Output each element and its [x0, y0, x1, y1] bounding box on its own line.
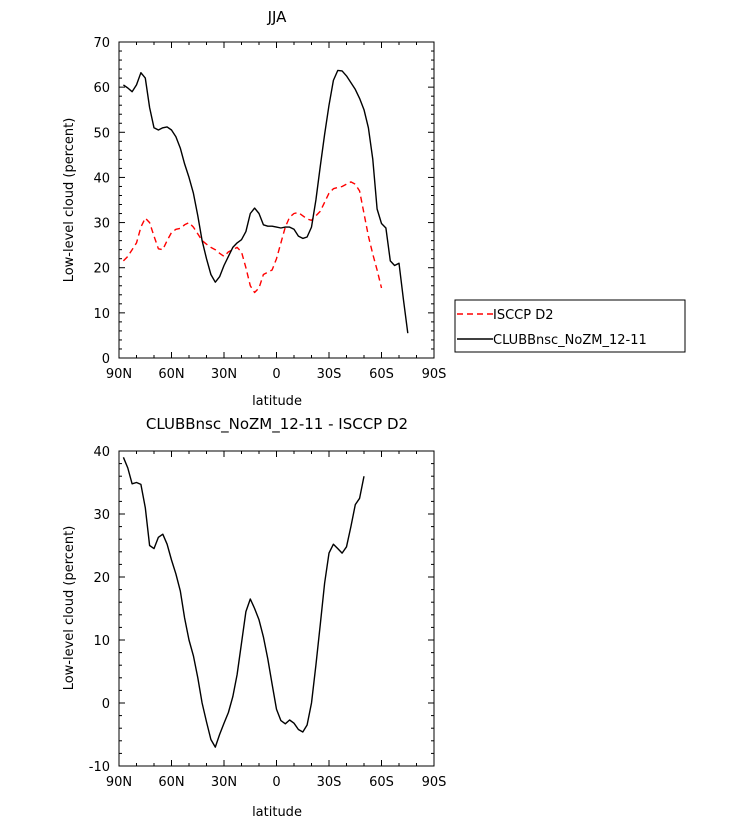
chart-title: JJA: [267, 8, 288, 26]
x-tick-label: 30N: [211, 775, 237, 790]
x-axis-label: latitude: [252, 394, 302, 409]
series-line: [122, 69, 409, 334]
x-tick-label: 0: [272, 775, 280, 790]
y-tick-label: 50: [93, 126, 110, 141]
x-tick-label: 90S: [422, 367, 447, 382]
chart-jja: JJA 90N 60N 30N 0 30S 60S 90S 0 10 20 30 40 50 60 70 l…: [62, 8, 686, 409]
x-tick-label: 60N: [158, 367, 184, 382]
y-axis-label: Low-level cloud (percent): [62, 118, 77, 283]
chart-title: CLUBBnsc_NoZM_12-11 - ISCCP D2: [146, 415, 408, 434]
legend: ISCCP D2 CLUBBnsc_NoZM_12-11: [454, 299, 686, 353]
y-tick-label: 20: [93, 571, 110, 586]
y-tick-label: 30: [93, 508, 110, 523]
y-tick-label: 0: [102, 697, 110, 712]
x-tick-label: 60S: [369, 775, 394, 790]
y-axis-label: Low-level cloud (percent): [62, 526, 77, 691]
legend-box: [454, 299, 686, 353]
axis-ticks: 90N 60N 30N 0 30S 60S 90S -10 0 10 20 30 40: [89, 445, 447, 790]
axis-ticks: 90N 60N 30N 0 30S 60S 90S 0 10 20 30 40 50 60 70: [93, 36, 446, 382]
y-tick-label: 20: [93, 262, 110, 277]
y-tick-label: -10: [89, 760, 110, 775]
x-tick-label: 30N: [211, 367, 237, 382]
chart-difference: CLUBBnsc_NoZM_12-11 - ISCCP D2 90N 60N 30N…: [62, 415, 446, 820]
series-line: [122, 181, 383, 294]
series-group: [122, 457, 365, 748]
x-tick-label: 60N: [158, 775, 184, 790]
y-tick-label: 0: [102, 352, 110, 367]
x-axis-label: latitude: [252, 805, 302, 820]
y-tick-label: 10: [93, 307, 110, 322]
y-tick-label: 40: [93, 171, 110, 186]
x-tick-label: 0: [272, 367, 280, 382]
y-tick-label: 40: [93, 445, 110, 460]
plot-frame: [118, 450, 435, 767]
plot-frame: [118, 41, 435, 359]
x-tick-label: 90S: [422, 775, 447, 790]
x-tick-label: 90N: [106, 775, 132, 790]
x-tick-label: 30S: [317, 367, 342, 382]
x-tick-label: 30S: [317, 775, 342, 790]
y-tick-label: 70: [93, 36, 110, 51]
y-tick-label: 60: [93, 81, 110, 96]
legend-entry-clubb: CLUBBnsc_NoZM_12-11: [493, 333, 647, 348]
x-tick-label: 90N: [106, 367, 132, 382]
series-group: [122, 69, 409, 334]
x-tick-label: 60S: [369, 367, 394, 382]
y-tick-label: 10: [93, 634, 110, 649]
legend-entry-isccp: ISCCP D2: [493, 308, 554, 323]
y-tick-label: 30: [93, 217, 110, 232]
series-line: [122, 457, 365, 748]
